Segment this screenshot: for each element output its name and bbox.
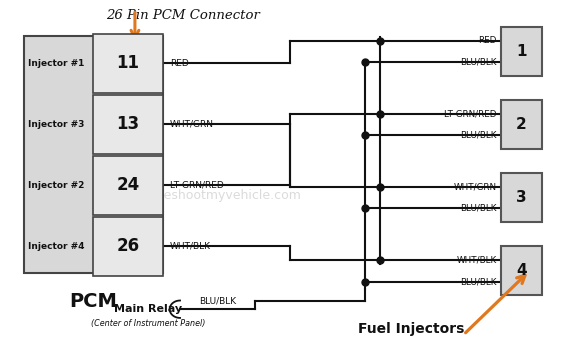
Text: 26 Pin PCM Connector: 26 Pin PCM Connector	[106, 9, 260, 22]
Bar	[501, 173, 542, 222]
Text: WHT/BLK: WHT/BLK	[456, 256, 496, 265]
Bar	[93, 156, 163, 215]
Text: 4: 4	[516, 263, 527, 278]
Text: 13: 13	[117, 116, 140, 133]
Text: PCM: PCM	[70, 292, 117, 311]
Text: Injector #2: Injector #2	[28, 181, 85, 190]
Text: 2: 2	[516, 117, 527, 132]
Text: 11: 11	[117, 55, 139, 72]
Text: Main Relay: Main Relay	[114, 304, 182, 314]
Text: BLU/BLK: BLU/BLK	[460, 131, 496, 140]
Text: 24: 24	[117, 176, 140, 195]
Text: WHT/BLK: WHT/BLK	[169, 242, 211, 251]
Text: RED: RED	[169, 59, 188, 68]
Text: BLU/BLK: BLU/BLK	[199, 296, 236, 305]
Text: Injector #3: Injector #3	[28, 120, 85, 129]
Text: WHT/GRN: WHT/GRN	[169, 120, 213, 129]
Text: (Center of Instrument Panel): (Center of Instrument Panel)	[91, 318, 205, 328]
Text: LT GRN/RED: LT GRN/RED	[444, 109, 496, 118]
Text: RED: RED	[478, 36, 496, 45]
Text: 1: 1	[516, 44, 527, 59]
Text: 3: 3	[516, 190, 527, 205]
Bar	[93, 95, 163, 154]
Bar	[501, 246, 542, 295]
Text: BLU/BLK: BLU/BLK	[460, 277, 496, 286]
Text: Injector #1: Injector #1	[28, 59, 85, 68]
Text: Fuel Injectors: Fuel Injectors	[358, 322, 465, 336]
Bar	[24, 36, 163, 273]
Text: LT GRN/RED: LT GRN/RED	[169, 181, 223, 190]
Text: troubleshootmyvehicle.com: troubleshootmyvehicle.com	[128, 189, 302, 202]
Bar	[501, 100, 542, 149]
Bar	[501, 27, 542, 76]
Text: BLU/BLK: BLU/BLK	[460, 57, 496, 66]
Bar	[93, 217, 163, 276]
Text: Injector #4: Injector #4	[28, 242, 85, 251]
Text: 26: 26	[117, 237, 140, 256]
Text: BLU/BLK: BLU/BLK	[460, 204, 496, 213]
Text: WHT/GRN: WHT/GRN	[454, 182, 496, 191]
Bar	[93, 34, 163, 93]
